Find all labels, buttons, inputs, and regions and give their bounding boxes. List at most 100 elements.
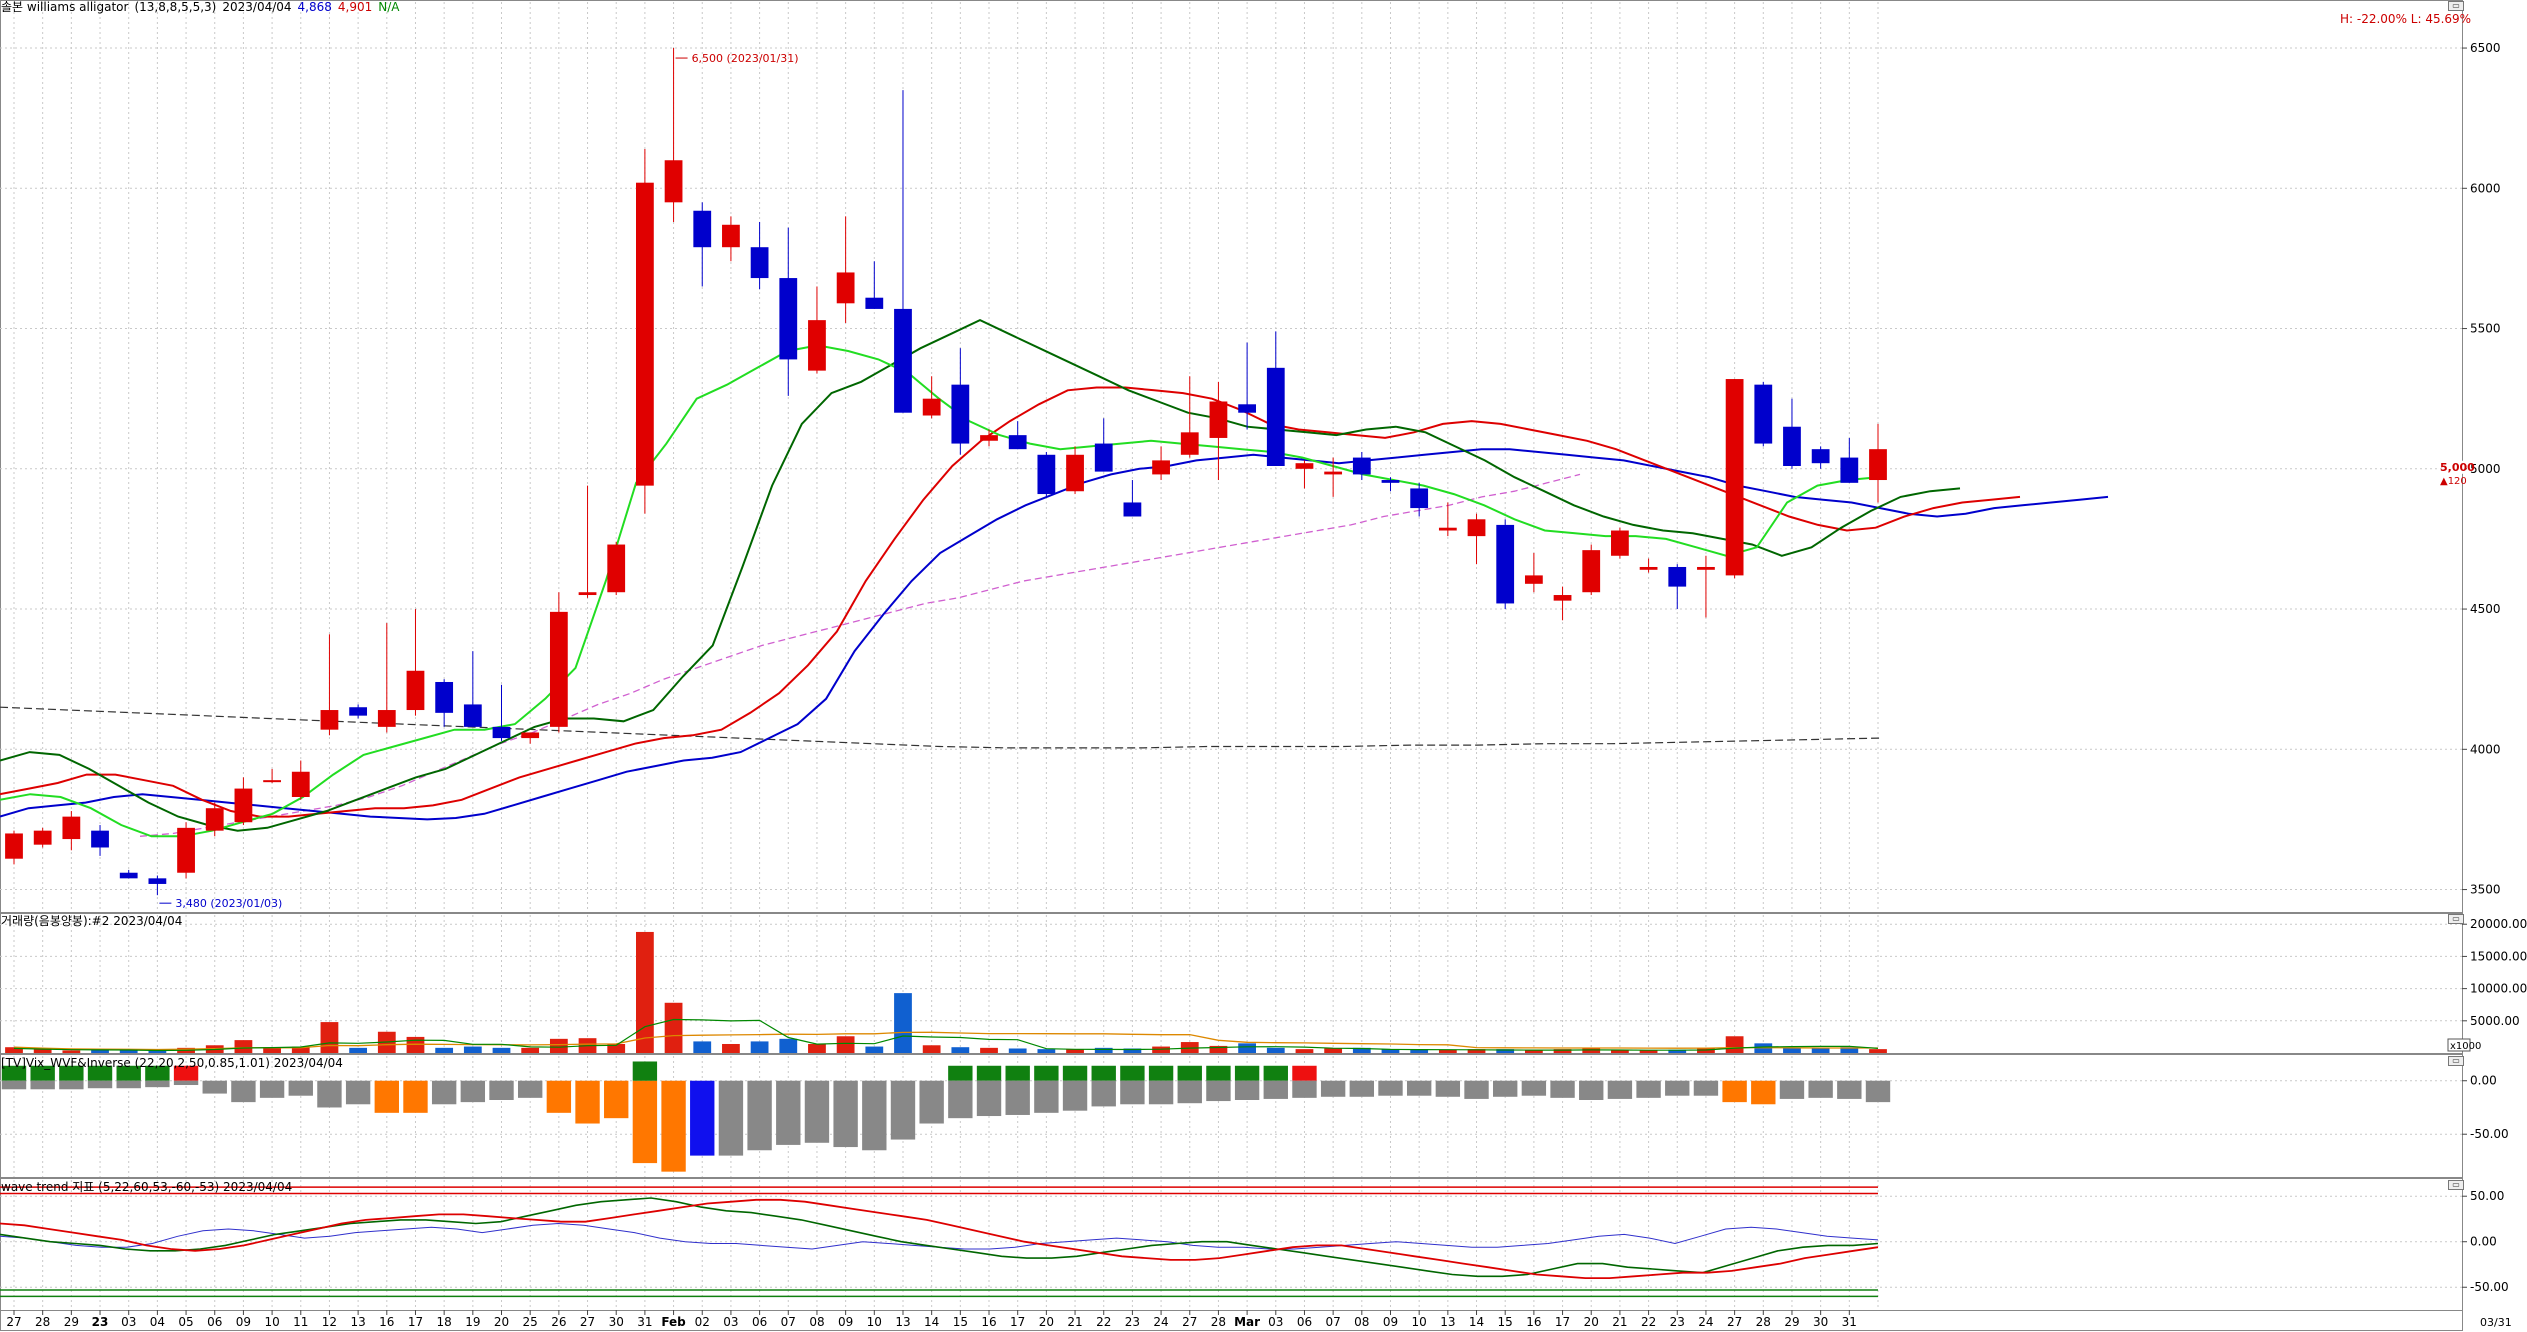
wave-red-line [0,1198,1879,1279]
vix-bar [489,1080,514,1100]
candle-body [578,592,597,596]
candle-body [722,224,740,248]
date-axis-label: 29 [64,1315,79,1329]
candle-body [5,833,23,859]
date-axis-label: 20 [1584,1315,1599,1329]
vix-top-bar [59,1065,84,1081]
candle-body [1381,480,1400,483]
candle-body [263,780,281,783]
volume-panel-header: 거래량(음봉양봉):#2 2023/04/04 [1,914,183,928]
vix-bar [1665,1080,1690,1096]
candle-body [1553,595,1572,601]
vix-bar [87,1080,113,1089]
candle-body [1238,404,1256,413]
candle-body [1438,527,1457,531]
alligator-lips-line [0,318,1961,832]
vix-bar [1120,1080,1145,1105]
price-axis-label: 6000 [2470,181,2501,195]
candle-body [1840,457,1859,483]
volume-panel-minimize-button[interactable]: ▭ [2448,914,2464,924]
candle-body [664,160,683,203]
volume-bar [922,1045,941,1053]
volume-bar [1266,1047,1285,1053]
vix-bar [1751,1080,1776,1105]
vix-bar [30,1080,55,1090]
panel-minimize-button[interactable]: ▭ [2448,1,2464,11]
vix-bar [661,1080,686,1172]
candle-body [750,247,769,279]
volume-bar [1094,1047,1113,1053]
vix-bar [231,1080,256,1103]
volume-bar [291,1046,310,1053]
vix-top-bar [87,1065,113,1081]
volume-bar [1467,1049,1486,1053]
volume-bar [1295,1049,1314,1053]
current-price-label: 5,000 [2440,461,2475,474]
vix-bar [1177,1080,1202,1104]
volume-bar [664,1002,683,1053]
vix-bar [948,1080,973,1119]
candle-body [636,182,654,486]
date-axis-label: 03 [1268,1315,1283,1329]
panel-frame [0,913,2463,1054]
date-axis-label: 21 [1067,1315,1082,1329]
volume-bar [1352,1047,1371,1053]
candle-body [808,320,826,371]
vix-panel-minimize-button[interactable]: ▭ [2448,1056,2464,1066]
volume-bar [750,1041,769,1053]
candle-body [377,710,396,727]
date-axis-label: 11 [293,1315,308,1329]
candle-body [1037,454,1056,495]
volume-bar [1438,1049,1457,1053]
volume-bar [607,1043,626,1053]
volume-bar [1123,1048,1142,1053]
vix-top-bar [1120,1065,1145,1081]
vix-bar [1808,1080,1833,1098]
candle-body [1811,449,1830,464]
volume-bar [1524,1049,1543,1053]
candle-body [435,681,454,713]
candle-body [205,808,224,831]
vix-bar [1693,1080,1719,1096]
date-axis-label: 07 [781,1315,796,1329]
volume-bar [1381,1049,1400,1053]
candle-body [1066,454,1084,492]
candle-body [492,726,511,739]
vix-bar [1579,1080,1604,1100]
alligator-teeth-line [0,386,2021,818]
volume-bar [1410,1049,1429,1053]
volume-bar [234,1040,253,1053]
trend-dashed-line [139,473,1581,837]
volume-axis-label: 15000.00 [2470,949,2527,963]
vix-top-bar [116,1065,141,1081]
wave-panel-minimize-button[interactable]: ▭ [2448,1180,2464,1190]
vix-bar [1378,1080,1403,1096]
vix-top-bar [30,1065,55,1081]
date-axis-label: 12 [322,1315,337,1329]
candle-body [1180,432,1199,455]
volume-bar [1324,1048,1343,1053]
date-axis-frame [0,1310,2463,1331]
candle-body [463,704,482,727]
date-axis-label: 23 [1125,1315,1140,1329]
vix-top-bar [1005,1065,1030,1081]
date-axis-label: 20 [494,1315,509,1329]
volume-bar [1725,1036,1744,1053]
date-axis-label: 28 [1756,1315,1771,1329]
volume-bar [1639,1050,1658,1053]
vix-top-bar [1292,1065,1317,1081]
candle-body [291,771,310,797]
vix-axis-label: 0.00 [2470,1074,2497,1088]
date-axis-label: 26 [551,1315,566,1329]
candle-body [119,872,138,879]
date-axis-label: 16 [981,1315,996,1329]
vix-bar [403,1080,428,1113]
indicator-name: 솔본 williams alligator [1,0,129,14]
candle-body [1209,401,1228,438]
vix-bar [374,1080,399,1113]
volume-bar [1238,1043,1256,1053]
volume-bar [148,1050,167,1053]
date-axis-label: 10 [1412,1315,1427,1329]
vix-bar [776,1080,801,1145]
